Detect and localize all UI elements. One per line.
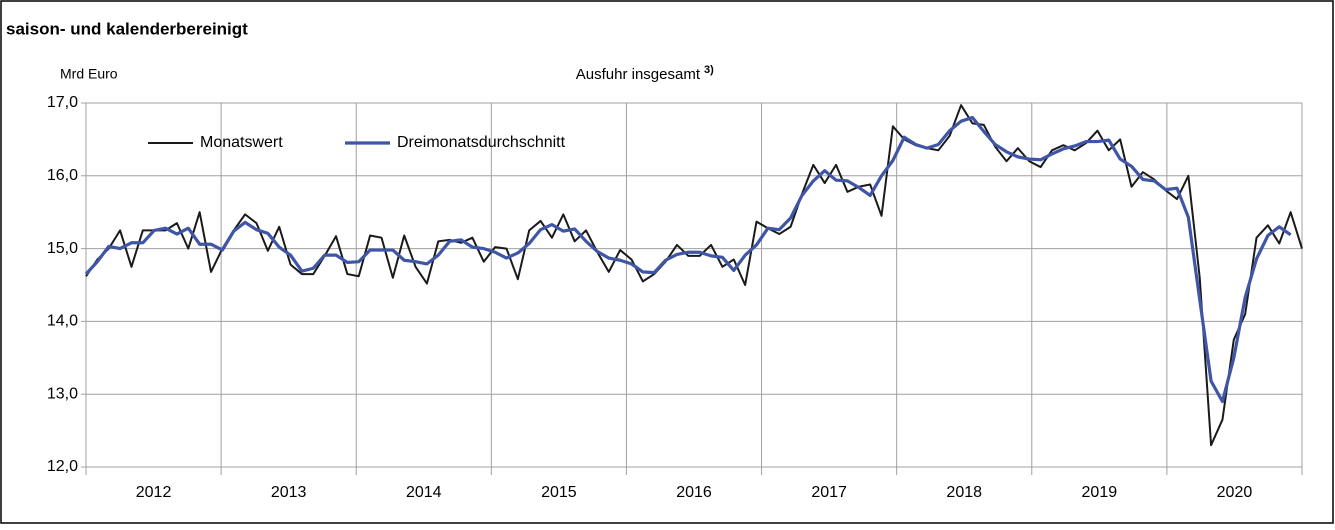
x-tick-label: 2013 — [271, 484, 307, 501]
y-tick-label: 16,0 — [47, 167, 78, 184]
x-tick-label: 2016 — [676, 484, 712, 501]
legend-label: Monatswert — [200, 134, 283, 151]
x-tick-label: 2020 — [1217, 484, 1253, 501]
series-line — [85, 104, 1303, 447]
y-axis-label: Mrd Euro — [60, 66, 118, 82]
title-footnote: 3) — [704, 64, 714, 76]
x-tick-label: 2015 — [541, 484, 577, 501]
x-tick-label: 2019 — [1082, 484, 1118, 501]
series-line — [84, 115, 1292, 404]
y-tick-label: 12,0 — [47, 458, 78, 475]
y-tick-label: 14,0 — [47, 313, 78, 330]
y-tick-label: 17,0 — [47, 94, 78, 111]
x-tick-label: 2012 — [136, 484, 172, 501]
y-tick-label: 15,0 — [47, 240, 78, 257]
chart-title: Ausfuhr insgesamt — [576, 66, 701, 83]
y-tick-label: 13,0 — [47, 385, 78, 402]
subtitle: saison- und kalenderbereinigt — [6, 19, 248, 38]
legend-label: Dreimonatsdurchschnitt — [397, 134, 566, 151]
x-tick-label: 2017 — [811, 484, 847, 501]
x-tick-label: 2018 — [946, 484, 982, 501]
x-tick-label: 2014 — [406, 484, 442, 501]
